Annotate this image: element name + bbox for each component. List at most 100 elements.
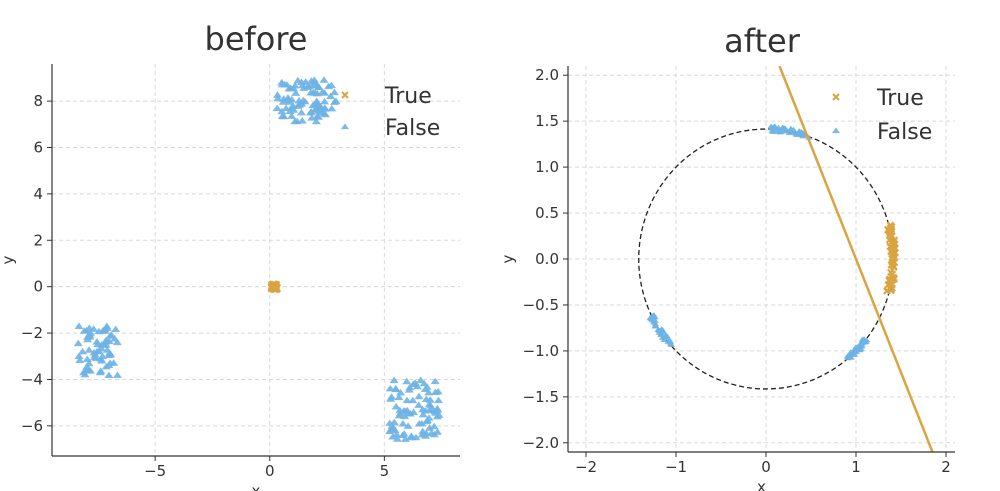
- y-tick-label: 4: [33, 185, 43, 203]
- plot-data-layer: [638, 66, 934, 452]
- false-point: [392, 435, 402, 442]
- false-point: [404, 409, 414, 417]
- false-point: [273, 94, 283, 102]
- false-point: [101, 336, 111, 343]
- y-axis-label: y: [499, 254, 517, 263]
- legend-true-marker: [341, 91, 349, 99]
- false-point: [312, 112, 322, 119]
- legend-false-label: False: [385, 116, 440, 141]
- y-tick-label: −4: [21, 370, 43, 388]
- false-point: [272, 104, 282, 111]
- false-point: [658, 334, 666, 340]
- x-tick-label: 1: [851, 458, 861, 476]
- false-point: [75, 356, 85, 363]
- legend-true-marker: [832, 93, 840, 101]
- true-point: [884, 281, 892, 289]
- false-point: [314, 83, 324, 90]
- false-point: [287, 112, 297, 119]
- legend-false-label: False: [877, 120, 932, 145]
- false-point: [320, 110, 330, 118]
- false-point: [318, 88, 328, 95]
- y-tick-label: 2: [33, 231, 43, 249]
- y-axis-label: y: [0, 255, 17, 264]
- false-point: [94, 347, 104, 354]
- false-point: [89, 353, 99, 361]
- false-point: [272, 91, 282, 98]
- false-point: [664, 338, 672, 344]
- false-point: [82, 363, 92, 370]
- x-axis-label: x: [757, 478, 766, 491]
- false-point: [112, 338, 122, 346]
- y-tick-label: −6: [21, 417, 43, 435]
- x-tick-label: −2: [575, 458, 597, 476]
- false-point: [414, 392, 424, 400]
- false-point: [293, 102, 303, 109]
- false-point: [292, 117, 302, 125]
- false-point: [74, 352, 84, 359]
- false-point: [398, 419, 408, 427]
- false-point: [326, 92, 336, 99]
- false-point: [429, 422, 439, 430]
- false-point: [789, 129, 797, 135]
- false-point: [319, 76, 329, 83]
- false-point: [100, 325, 110, 333]
- false-point: [326, 81, 336, 89]
- false-point: [80, 370, 90, 378]
- before-panel: −5 0 5 −6 −4 −2 0 2 4 6 8 y x before True False: [0, 20, 460, 491]
- false-point: [286, 104, 296, 111]
- false-point: [422, 383, 432, 390]
- false-point: [81, 326, 91, 334]
- false-point: [769, 124, 777, 130]
- false-point: [311, 117, 321, 125]
- false-point: [83, 333, 93, 340]
- false-point: [432, 404, 442, 412]
- y-tick-label: 0: [33, 278, 43, 296]
- false-point: [97, 357, 107, 364]
- false-point: [434, 396, 444, 404]
- false-point: [667, 341, 675, 347]
- chart-title: before: [205, 20, 308, 58]
- false-point: [850, 350, 858, 356]
- false-point: [310, 89, 320, 96]
- after-panel: −2 −1 0 1 2 −2.0 −1.5 −1.0 −0.5 0.0 0.5 1.0 1.5 2.0 y x…: [499, 22, 955, 491]
- false-point: [404, 386, 414, 393]
- false-point: [291, 89, 301, 96]
- y-tick-label: 0.0: [535, 250, 559, 268]
- false-point: [85, 367, 95, 374]
- false-point: [86, 329, 96, 336]
- false-point: [92, 338, 102, 345]
- false-point: [78, 347, 88, 355]
- false-point: [430, 377, 440, 385]
- false-point: [412, 382, 422, 390]
- false-point: [329, 88, 339, 96]
- true-point: [884, 226, 892, 234]
- false-point: [98, 352, 108, 360]
- x-tick-label: −5: [144, 462, 166, 480]
- false-point: [421, 395, 431, 402]
- false-point: [651, 322, 659, 328]
- false-point: [400, 435, 410, 442]
- legend-true-label: True: [384, 84, 432, 109]
- false-point: [290, 81, 300, 89]
- false-point: [84, 346, 94, 353]
- false-point: [409, 408, 419, 415]
- false-point: [651, 319, 659, 325]
- false-point: [419, 379, 429, 387]
- y-tick-label: 1.0: [535, 158, 559, 176]
- false-point: [327, 104, 337, 112]
- false-point: [769, 128, 777, 134]
- false-point: [424, 388, 434, 396]
- false-point: [779, 125, 787, 131]
- false-point: [658, 329, 666, 335]
- false-point: [84, 359, 94, 367]
- false-point: [73, 339, 83, 347]
- false-point: [285, 98, 295, 105]
- false-point: [391, 385, 401, 393]
- false-point: [277, 107, 287, 115]
- false-point: [105, 332, 115, 339]
- false-point: [421, 429, 431, 437]
- false-point: [394, 411, 404, 419]
- x-tick-label: 5: [380, 462, 390, 480]
- false-point: [387, 393, 397, 400]
